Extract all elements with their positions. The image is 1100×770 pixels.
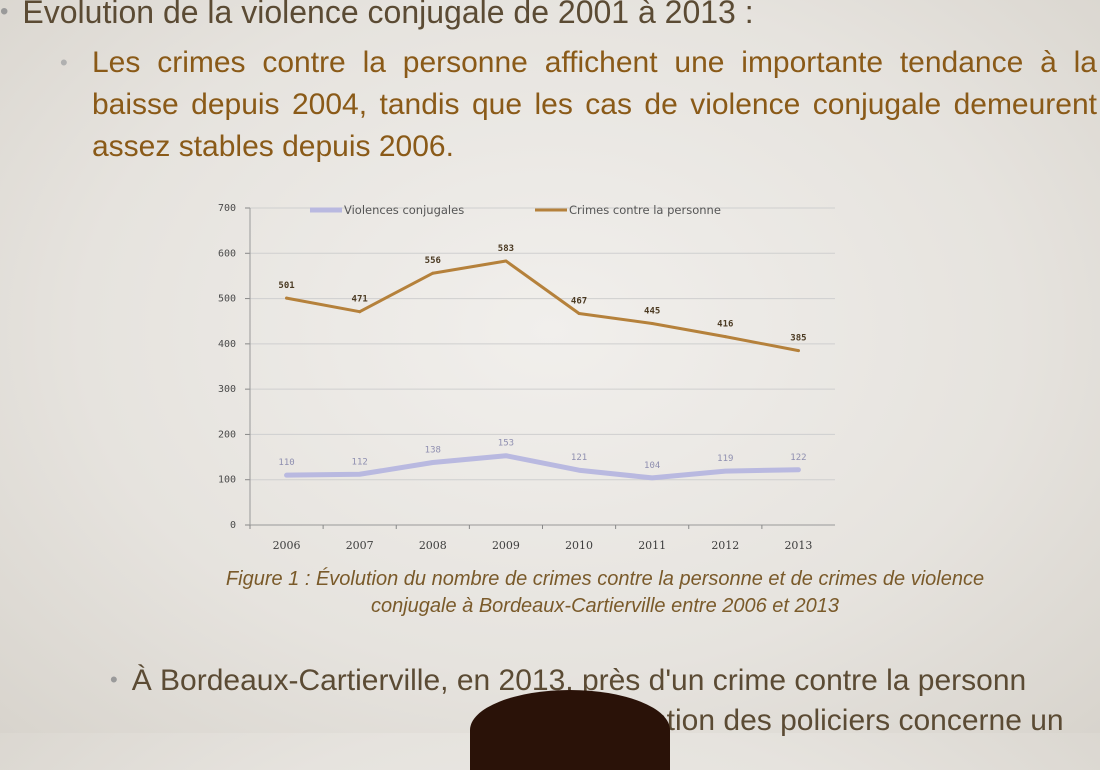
x-tick-label: 2007: [346, 539, 374, 552]
data-label-crimes: 416: [717, 320, 733, 330]
data-label-violences: 121: [571, 453, 587, 463]
data-point-crimes: [796, 349, 800, 353]
data-point-crimes: [577, 312, 581, 316]
data-label-violences: 153: [498, 439, 514, 449]
y-tick-label: 100: [218, 475, 236, 486]
data-point-violences: [358, 472, 362, 476]
data-point-crimes: [723, 335, 727, 339]
data-label-crimes: 583: [498, 244, 514, 254]
x-tick-label: 2011: [638, 539, 666, 552]
series-line-violences: [284, 453, 801, 481]
data-label-violences: 138: [425, 446, 441, 456]
bottom-bullet-text-line2: ntion des policiers concerne un: [650, 704, 1064, 737]
data-label-crimes: 471: [352, 295, 368, 305]
data-label-violences: 112: [352, 457, 368, 467]
data-point-violences: [285, 473, 289, 477]
y-tick-label: 700: [218, 203, 236, 214]
x-tick-label: 2009: [492, 539, 520, 552]
x-tick-label: 2010: [565, 539, 593, 552]
legend-label-violences: Violences conjugales: [344, 203, 464, 217]
y-tick-label: 0: [230, 520, 236, 531]
sub-bullet-text: Les crimes contre la personne affichent …: [92, 46, 1097, 163]
data-point-crimes: [285, 296, 289, 300]
data-point-crimes: [650, 321, 654, 325]
data-label-crimes: 467: [571, 297, 587, 307]
heading-bullet: • Evolution de la violence conjugale de 2…: [0, 0, 754, 31]
caption-line-2: conjugale à Bordeaux-Cartierville entre …: [370, 595, 840, 617]
legend-label-crimes: Crimes contre la personne: [569, 203, 721, 217]
data-label-crimes: 501: [278, 281, 294, 291]
chart-svg: 0 100 200 300 400 500 600 700 2006 2007 2008 2009 20…: [218, 203, 835, 552]
data-point-violences: [577, 468, 581, 472]
bullet-dot-icon: •: [0, 0, 9, 25]
y-tick-label: 300: [218, 384, 236, 395]
caption-line-1: Figure 1 : Évolution du nombre de crimes…: [225, 568, 985, 590]
audience-head-silhouette: [470, 690, 670, 770]
line-chart: 0 100 200 300 400 500 600 700 2006 2007 2008 2009 20…: [190, 190, 850, 560]
data-point-violences: [504, 454, 508, 458]
data-label-violences: 119: [717, 454, 733, 464]
data-label-crimes: 445: [644, 306, 660, 316]
series-line-crimes: [285, 259, 800, 353]
y-tick-label: 600: [218, 248, 236, 259]
y-tick-label: 200: [218, 429, 236, 440]
figure-caption: Figure 1 : Évolution du nombre de crimes…: [140, 566, 1070, 620]
data-label-violences: 104: [644, 461, 660, 471]
x-tick-label: 2013: [784, 539, 812, 552]
data-point-violences: [723, 469, 727, 473]
data-point-violences: [650, 476, 654, 480]
x-tick-label: 2012: [711, 539, 739, 552]
y-tick-label: 500: [218, 294, 236, 305]
heading-text: Evolution de la violence conjugale de 20…: [22, 0, 754, 30]
data-label-crimes: 556: [425, 256, 441, 266]
x-tick-label: 2006: [273, 539, 301, 552]
data-point-violences: [431, 461, 435, 465]
bottom-bullet-dot-icon: •: [110, 667, 118, 692]
data-point-crimes: [504, 259, 508, 263]
sub-bullet-dot-icon: •: [60, 50, 68, 75]
sub-bullet: • Les crimes contre la personne affichen…: [60, 42, 1097, 168]
data-label-crimes: 385: [790, 334, 806, 344]
data-label-violences: 122: [790, 453, 806, 463]
data-point-crimes: [358, 310, 362, 314]
data-label-violences: 110: [278, 458, 294, 468]
data-point-violences: [796, 468, 800, 472]
data-point-crimes: [431, 271, 435, 275]
y-tick-label: 400: [218, 339, 236, 350]
x-tick-label: 2008: [419, 539, 447, 552]
